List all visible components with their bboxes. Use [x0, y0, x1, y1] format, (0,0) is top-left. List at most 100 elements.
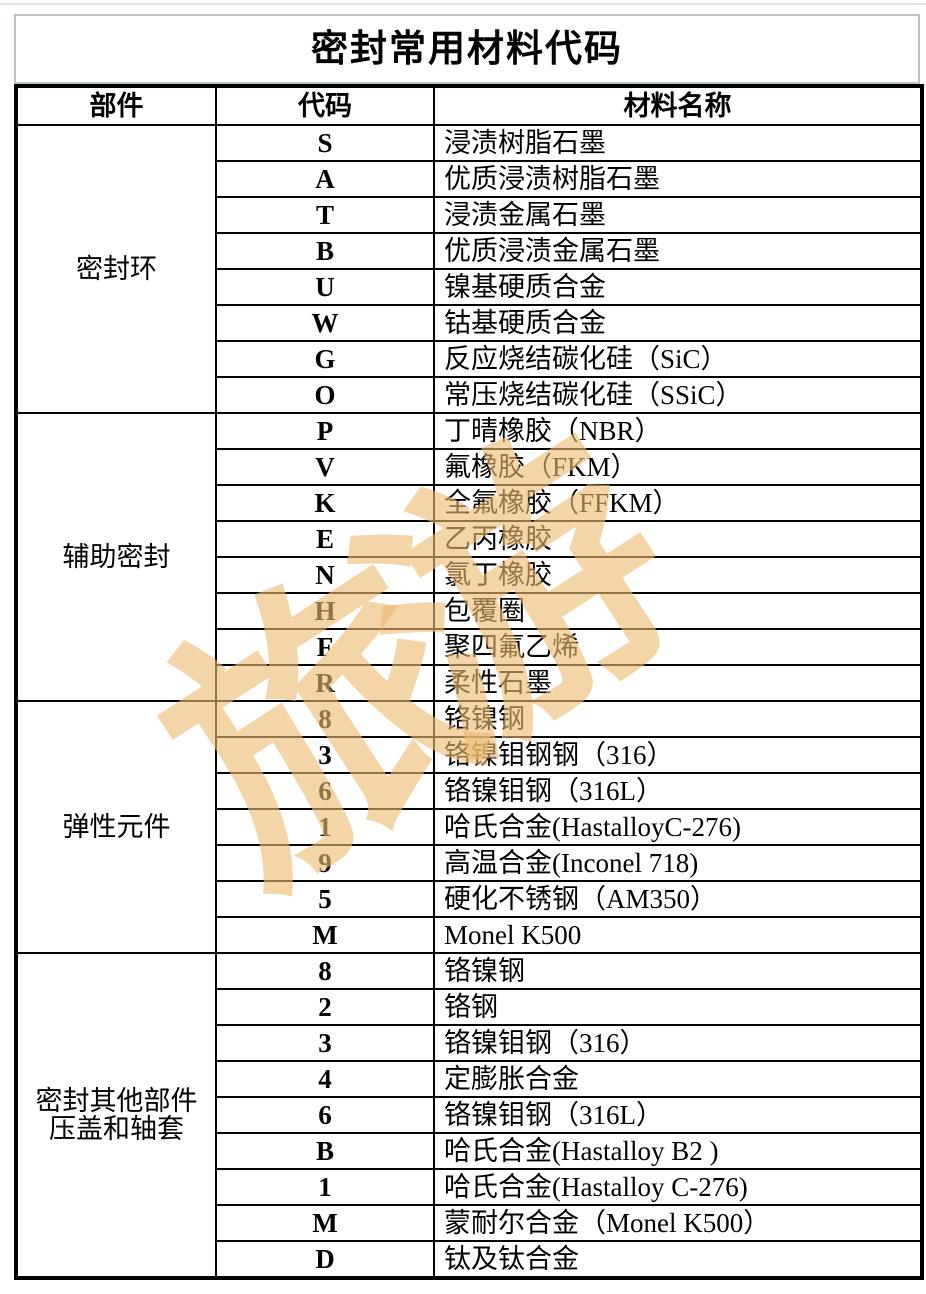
- code-cell: D: [215, 1240, 435, 1279]
- table-row: N 氯丁橡胶: [16, 556, 923, 594]
- code-cell: W: [215, 304, 435, 342]
- table-row: D 钛及钛合金: [16, 1240, 923, 1279]
- code-cell: U: [215, 268, 435, 306]
- material-cell: 铬镍钼钢（316）: [433, 1024, 923, 1062]
- part-cell: 辅助密封: [15, 412, 217, 702]
- part-cell: 密封环: [15, 124, 217, 414]
- material-cell: 铬镍钼钢（316L）: [433, 772, 923, 810]
- material-cell: 常压烧结碳化硅（SSiC）: [433, 376, 923, 414]
- table-row: V 氟橡胶（FKM）: [16, 448, 923, 486]
- table-row: H 包覆圈: [16, 592, 923, 630]
- header-code: 代码: [215, 85, 435, 126]
- table-row: R 柔性石墨: [16, 664, 923, 702]
- material-cell: 铬镍钼钢（316L）: [433, 1096, 923, 1134]
- material-cell: 铬镍钢: [433, 952, 923, 990]
- table-row: 1 哈氏合金(HastalloyC-276): [16, 808, 923, 846]
- material-codes-table: 部件 代码 材料名称 密封环 S 浸渍树脂石墨 A 优质浸渍树脂石墨 T 浸渍金属石墨 B 优质…: [14, 84, 924, 1280]
- material-cell: 钴基硬质合金: [433, 304, 923, 342]
- table-row: 1 哈氏合金(Hastalloy C-276): [16, 1168, 923, 1206]
- code-cell: E: [215, 520, 435, 558]
- material-cell: 哈氏合金(Hastalloy C-276): [433, 1168, 923, 1206]
- material-cell: 浸渍树脂石墨: [433, 124, 923, 162]
- code-cell: 2: [215, 988, 435, 1026]
- code-cell: 1: [215, 1168, 435, 1206]
- material-cell: 铬镍钼钢钢（316）: [433, 736, 923, 774]
- material-cell: 定膨胀合金: [433, 1060, 923, 1098]
- code-cell: H: [215, 592, 435, 630]
- material-cell: 反应烧结碳化硅（SiC）: [433, 340, 923, 378]
- material-cell: 哈氏合金(Hastalloy B2 ): [433, 1132, 923, 1170]
- table-row: 辅助密封 P 丁晴橡胶（NBR）: [15, 412, 923, 702]
- table-row: 密封环 S 浸渍树脂石墨: [15, 124, 923, 414]
- material-cell: 镍基硬质合金: [433, 268, 923, 306]
- code-cell: 5: [215, 880, 435, 918]
- code-cell: A: [215, 160, 435, 198]
- code-cell: O: [215, 376, 435, 414]
- material-cell: 钛及钛合金: [433, 1240, 923, 1279]
- code-cell: 1: [215, 808, 435, 846]
- table-row: B 哈氏合金(Hastalloy B2 ): [16, 1132, 923, 1170]
- table-row: W 钴基硬质合金: [16, 304, 923, 342]
- code-cell: K: [215, 484, 435, 522]
- table-row: T 浸渍金属石墨: [16, 196, 923, 234]
- table-row: O 常压烧结碳化硅（SSiC）: [16, 376, 923, 414]
- code-cell: M: [215, 916, 435, 954]
- code-cell: T: [215, 196, 435, 234]
- material-cell: 氯丁橡胶: [433, 556, 923, 594]
- material-cell: 硬化不锈钢（AM350）: [433, 880, 923, 918]
- code-cell: P: [215, 412, 435, 450]
- code-cell: S: [215, 124, 435, 162]
- code-cell: R: [215, 664, 435, 702]
- code-cell: F: [215, 628, 435, 666]
- material-cell: 聚四氟乙烯: [433, 628, 923, 666]
- page-top-border: [0, 3, 926, 5]
- table-row: 3 铬镍钼钢钢（316）: [16, 736, 923, 774]
- code-cell: B: [215, 1132, 435, 1170]
- code-cell: 9: [215, 844, 435, 882]
- part-cell: 密封其他部件 压盖和轴套: [15, 952, 217, 1279]
- material-cell: Monel K500: [433, 916, 923, 954]
- table-row: 2 铬钢: [16, 988, 923, 1026]
- part-cell: 弹性元件: [15, 700, 217, 954]
- table-row: 3 铬镍钼钢（316）: [16, 1024, 923, 1062]
- code-cell: 4: [215, 1060, 435, 1098]
- table-row: 弹性元件 8 铬镍钢: [15, 700, 923, 954]
- material-cell: 浸渍金属石墨: [433, 196, 923, 234]
- material-cell: 优质浸渍树脂石墨: [433, 160, 923, 198]
- code-cell: G: [215, 340, 435, 378]
- material-cell: 柔性石墨: [433, 664, 923, 702]
- title-box: 密封常用材料代码: [14, 14, 920, 84]
- page-title: 密封常用材料代码: [311, 28, 623, 70]
- material-cell: 全氟橡胶（FFKM）: [433, 484, 923, 522]
- table-row: F 聚四氟乙烯: [16, 628, 923, 666]
- material-cell: 铬镍钢: [433, 700, 923, 738]
- material-cell: 乙丙橡胶: [433, 520, 923, 558]
- material-cell: 氟橡胶（FKM）: [433, 448, 923, 486]
- code-cell: 3: [215, 1024, 435, 1062]
- table-row: G 反应烧结碳化硅（SiC）: [16, 340, 923, 378]
- code-cell: 6: [215, 772, 435, 810]
- header-part: 部件: [15, 85, 217, 126]
- material-cell: 铬钢: [433, 988, 923, 1026]
- code-cell: 3: [215, 736, 435, 774]
- table-row: K 全氟橡胶（FFKM）: [16, 484, 923, 522]
- table-row: E 乙丙橡胶: [16, 520, 923, 558]
- code-cell: N: [215, 556, 435, 594]
- table-row: 9 高温合金(Inconel 718): [16, 844, 923, 882]
- table-row: 6 铬镍钼钢（316L）: [16, 772, 923, 810]
- code-cell: 8: [215, 700, 435, 738]
- table-row: B 优质浸渍金属石墨: [16, 232, 923, 270]
- table-row: 密封其他部件 压盖和轴套 8 铬镍钢: [15, 952, 923, 1279]
- header-row: 部件 代码 材料名称: [15, 85, 923, 126]
- code-cell: 6: [215, 1096, 435, 1134]
- material-cell: 优质浸渍金属石墨: [433, 232, 923, 270]
- table-row: 6 铬镍钼钢（316L）: [16, 1096, 923, 1134]
- code-cell: B: [215, 232, 435, 270]
- header-material: 材料名称: [433, 85, 923, 126]
- material-cell: 包覆圈: [433, 592, 923, 630]
- table-row: U 镍基硬质合金: [16, 268, 923, 306]
- code-cell: 8: [215, 952, 435, 990]
- table-row: 4 定膨胀合金: [16, 1060, 923, 1098]
- material-cell: 哈氏合金(HastalloyC-276): [433, 808, 923, 846]
